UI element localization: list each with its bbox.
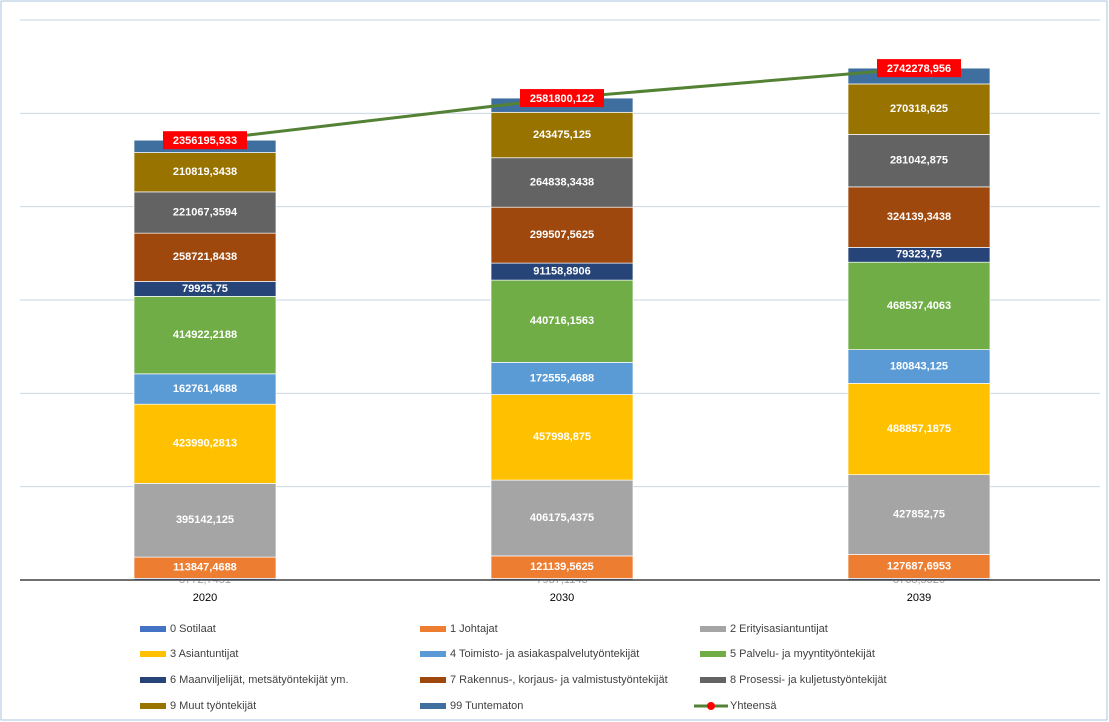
x-tick-label: 2020 [193, 592, 217, 604]
bar-segment [133, 373, 277, 405]
bar-segment [133, 403, 277, 484]
legend-swatch [420, 626, 446, 632]
bar-segment [490, 479, 634, 557]
data-label: 423990,2813 [173, 438, 237, 450]
data-label: 91158,8906 [533, 266, 591, 278]
total-label-box [520, 89, 604, 108]
bar-segment [847, 83, 991, 135]
data-label: 258721,8438 [173, 251, 237, 263]
data-label: 414922,2188 [173, 329, 237, 341]
data-label: 270318,625 [890, 103, 948, 115]
bar-segment [133, 232, 277, 282]
data-label: 406175,4375 [530, 512, 594, 524]
data-label: 243475,125 [533, 129, 591, 141]
bar-segment [847, 186, 991, 248]
legend-swatch [700, 677, 726, 683]
data-label: 440716,1563 [530, 315, 594, 327]
data-label: 121139,5625 [530, 561, 594, 573]
legend-swatch [420, 677, 446, 683]
data-label: 281042,875 [890, 155, 948, 167]
total-label-box [877, 59, 961, 78]
legend-label: 0 Sotilaat [170, 623, 216, 635]
bar-segment [133, 483, 277, 558]
legend-label: 99 Tuntematon [450, 700, 523, 712]
data-label: 221067,3594 [173, 206, 238, 218]
data-label: 127687,6953 [887, 560, 951, 572]
bar-segment [490, 362, 634, 395]
bar-segment [847, 349, 991, 384]
x-tick-label: 2030 [550, 592, 574, 604]
legend-label: 2 Erityisasiantuntijat [730, 623, 828, 635]
data-label: 488857,1875 [887, 423, 951, 435]
data-label: 180843,125 [890, 360, 948, 372]
data-label: 457998,875 [533, 431, 591, 443]
data-label: 468537,4063 [887, 300, 951, 312]
bar-segment [490, 206, 634, 264]
legend-label: 8 Prosessi- ja kuljetustyöntekijät [730, 674, 887, 686]
bar-segment [847, 383, 991, 476]
data-label: 210819,3438 [173, 166, 237, 178]
data-label: 427852,75 [893, 509, 945, 521]
data-label: 299507,5625 [530, 229, 594, 241]
bar-segment [490, 279, 634, 363]
legend-label: 4 Toimisto- ja asiakaspalvelutyöntekijät [450, 648, 639, 660]
legend-swatch [140, 626, 166, 632]
data-label: 324139,3438 [887, 211, 951, 223]
legend-swatch [420, 703, 446, 709]
legend-label: 3 Asiantuntijat [170, 648, 239, 660]
legend-label: Yhteensä [730, 700, 777, 712]
bar-segment [133, 296, 277, 375]
legend-label: 1 Johtajat [450, 623, 498, 635]
legend-swatch [700, 626, 726, 632]
total-label-box [163, 131, 247, 150]
bar-segment [490, 111, 634, 159]
legend-swatch [140, 677, 166, 683]
total-label: 2742278,956 [887, 63, 951, 75]
bar-segment [133, 191, 277, 234]
legend-swatch [140, 703, 166, 709]
total-label: 2581800,122 [530, 93, 594, 105]
legend-swatch [700, 651, 726, 657]
bar-segment [847, 474, 991, 555]
legend-label: 9 Muut työntekijät [170, 700, 256, 712]
data-label: 264838,3438 [530, 176, 594, 188]
data-label: 172555,4688 [530, 372, 594, 384]
legend-label: 6 Maanviljelijät, metsätyöntekijät ym. [170, 674, 349, 686]
legend-label: 5 Palvelu- ja myyntityöntekijät [730, 648, 875, 660]
data-label: 162761,4688 [173, 383, 237, 395]
bar-segment [490, 394, 634, 481]
data-label: 79925,75 [182, 283, 228, 295]
data-label: 395142,125 [176, 514, 234, 526]
data-label: 79323,75 [896, 249, 942, 261]
legend-label: 7 Rakennus-, korjaus- ja valmistustyönte… [450, 674, 668, 686]
data-label: 113847,4688 [173, 562, 237, 574]
legend-swatch [420, 651, 446, 657]
bar-segment [847, 261, 991, 351]
bar-segment [490, 157, 634, 208]
legend-marker [707, 702, 715, 710]
legend-swatch [140, 651, 166, 657]
x-tick-label: 2039 [907, 592, 931, 604]
total-label: 2356195,933 [173, 135, 237, 147]
